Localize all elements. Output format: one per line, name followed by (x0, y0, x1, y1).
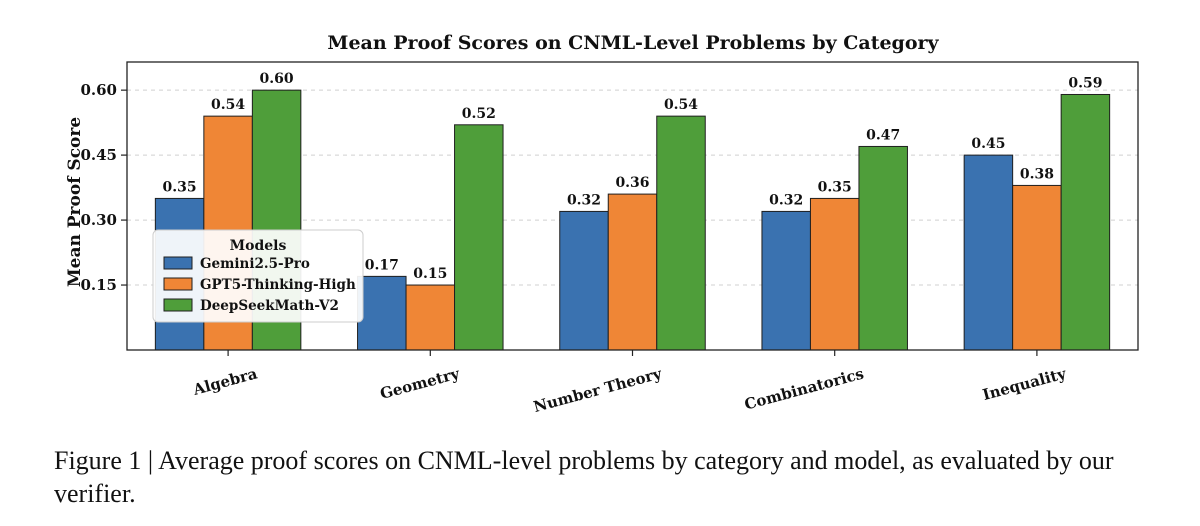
legend-items: Gemini2.5-Pro GPT5-Thinking-High DeepSeekM… (163, 256, 356, 314)
x-ticks: Algebra Geometry Number Theory Combinatoric… (190, 350, 1069, 416)
data-label: 0.47 (866, 127, 900, 143)
data-label: 0.32 (567, 192, 601, 208)
y-tick-label: 0.15 (80, 276, 117, 294)
data-label: 0.60 (260, 71, 294, 87)
bar (405, 284, 456, 351)
data-label: 0.38 (1020, 166, 1054, 182)
legend-swatch (163, 298, 193, 312)
bar (454, 124, 504, 351)
data-label: 0.32 (769, 192, 803, 208)
bar (1060, 93, 1111, 351)
data-label: 0.45 (971, 136, 1005, 152)
legend: Models Gemini2.5-Pro GPT5-Thinking-High De… (152, 229, 364, 323)
x-tick-label: Geometry (378, 364, 462, 403)
bar-chart: Mean Proof Scores on CNML-Level Problems… (65, 32, 1139, 416)
bar (559, 210, 609, 351)
y-axis-label: Mean Proof Score (65, 117, 85, 287)
x-tick-label: Number Theory (531, 364, 664, 416)
y-ticks: 0.15 0.30 0.45 0.60 (80, 81, 127, 294)
data-label: 0.54 (211, 97, 245, 113)
data-label: 0.35 (163, 179, 197, 195)
chart-figure: Mean Proof Scores on CNML-Level Problems… (65, 32, 1139, 416)
bar (963, 154, 1014, 351)
bar (858, 145, 908, 351)
legend-entry: DeepSeekMath-V2 (200, 298, 339, 314)
bar (1012, 184, 1062, 351)
y-tick-label: 0.60 (80, 81, 117, 99)
y-tick-label: 0.45 (80, 146, 117, 164)
bar (656, 115, 706, 351)
y-tick-label: 0.30 (80, 211, 117, 229)
bar (607, 193, 658, 351)
data-label: 0.35 (818, 179, 852, 195)
chart-title: Mean Proof Scores on CNML-Level Problems… (327, 32, 939, 54)
x-tick-label: Algebra (190, 364, 259, 399)
x-tick-label: Combinatorics (743, 364, 866, 413)
legend-entry: GPT5-Thinking-High (200, 277, 356, 293)
legend-title: Models (230, 238, 287, 254)
data-label: 0.17 (365, 257, 399, 273)
data-label: 0.15 (413, 266, 447, 282)
data-labels: 0.35 0.54 0.60 0.17 0.15 0.52 0.32 0.36 0.54 0.32… (163, 71, 1103, 282)
legend-entry: Gemini2.5-Pro (200, 256, 310, 272)
legend-box (152, 229, 364, 323)
x-tick-label: Inequality (981, 364, 1070, 404)
data-label: 0.52 (462, 106, 496, 122)
data-label: 0.59 (1068, 75, 1102, 91)
bar (761, 210, 811, 351)
data-label: 0.36 (615, 175, 649, 191)
bar (809, 197, 860, 351)
figure-caption: Figure 1 | Average proof scores on CNML-… (54, 446, 1114, 508)
legend-swatch (163, 256, 193, 270)
data-label: 0.54 (664, 97, 698, 113)
bar (357, 275, 407, 351)
legend-swatch (163, 277, 193, 291)
